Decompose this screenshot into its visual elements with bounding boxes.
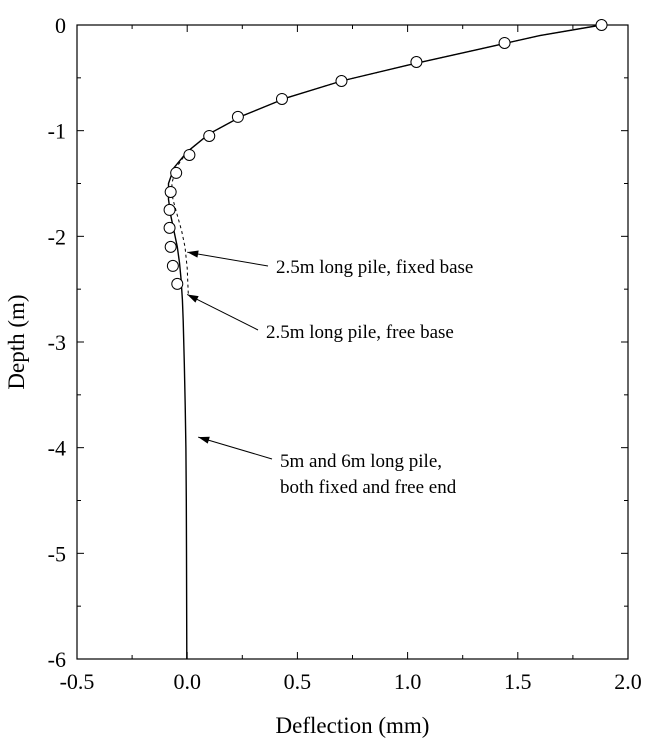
x-tick-label: 0.5: [284, 669, 312, 694]
x-tick-label: 0.0: [173, 669, 201, 694]
y-tick-label: 0: [55, 13, 66, 38]
series-layer: [163, 19, 608, 660]
y-tick-label: -3: [48, 330, 66, 355]
axis-ticks: [76, 24, 629, 660]
data-point-marker: [171, 277, 184, 290]
y-tick-label: -4: [48, 436, 66, 461]
annotation-text: 2.5m long pile, fixed base: [276, 257, 473, 278]
series-line-dashed: [171, 24, 602, 295]
data-point-marker: [163, 203, 176, 216]
x-tick-label: 2.0: [614, 669, 642, 694]
x-axis-title: Deflection (mm): [276, 713, 430, 738]
data-point-marker: [595, 19, 608, 31]
annotation-layer: 2.5m long pile, fixed base 2.5m long pile…: [186, 250, 473, 498]
y-axis-title: Depth (m): [4, 294, 29, 389]
data-point-marker: [231, 110, 244, 123]
y-tick-label: -5: [48, 541, 66, 566]
data-point-marker: [166, 259, 179, 272]
data-point-marker: [410, 55, 423, 68]
data-point-marker: [183, 148, 196, 161]
y-tick-label: -2: [48, 224, 66, 249]
data-point-marker: [164, 240, 177, 253]
annotation-arrow-line: [198, 436, 273, 460]
annotation-text: 5m and 6m long pile,: [280, 451, 442, 472]
y-tick-label: -6: [48, 647, 66, 672]
annotation-arrow-line: [186, 294, 259, 331]
data-point-marker: [275, 92, 288, 105]
x-tick-label: 1.5: [504, 669, 532, 694]
y-axis-tick-labels: 0 -1 -2 -3 -4 -5 -6: [48, 13, 66, 672]
data-point-marker: [335, 75, 348, 88]
data-point-marker: [498, 36, 511, 49]
x-tick-label: 1.0: [394, 669, 422, 694]
annotation-text: 2.5m long pile, free base: [266, 322, 454, 343]
x-tick-label: -0.5: [60, 669, 95, 694]
x-axis-tick-labels: -0.5 0.0 0.5 1.0 1.5 2.0: [60, 669, 642, 694]
annotation-arrow-line: [187, 251, 269, 267]
data-point-marker: [163, 221, 176, 234]
annotation-text: both fixed and free end: [280, 477, 457, 498]
annotation-arrow-head: [187, 250, 199, 258]
data-point-marker: [170, 166, 183, 179]
data-point-marker: [164, 185, 177, 198]
data-point-marker: [203, 129, 216, 142]
annotation-arrow-head: [187, 294, 199, 303]
annotation-arrow-head: [198, 436, 210, 444]
y-tick-label: -1: [48, 119, 66, 144]
